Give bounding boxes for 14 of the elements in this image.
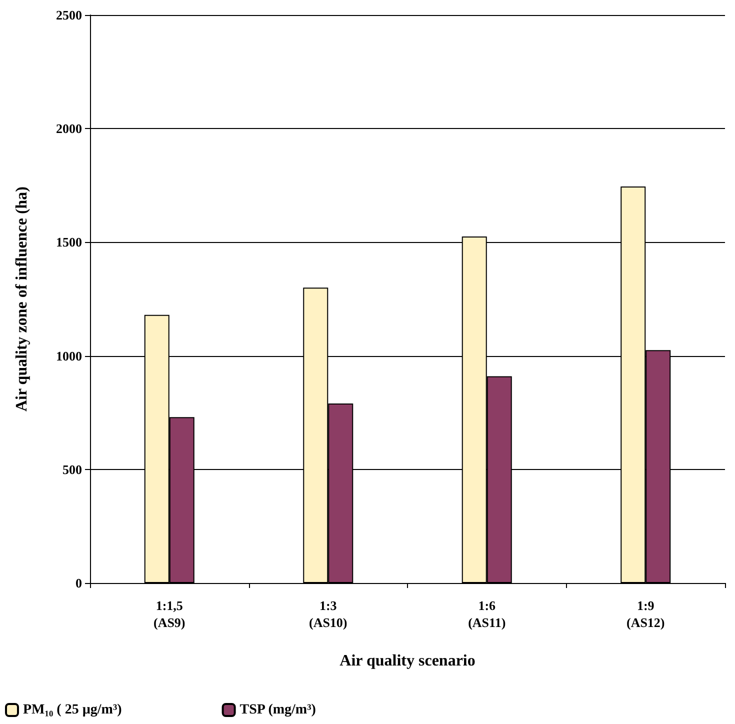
y-axis-title: Air quality zone of influence (ha) — [14, 186, 30, 412]
x-axis-title: Air quality scenario — [340, 652, 476, 670]
x-tick-label: 1:9 (AS12) — [626, 598, 665, 630]
y-tick-label: 2000 — [56, 121, 82, 136]
legend-label: TSP (mg/m³) — [240, 702, 316, 718]
x-tick-label: 1:3 (AS10) — [308, 598, 348, 630]
y-tick-label: 1000 — [56, 348, 82, 364]
y-tick-label: 2500 — [56, 8, 82, 22]
legend-label: PM₁₀ ( 25 µg/m³) — [23, 702, 122, 718]
x-tick-label: 1:6 (AS11) — [468, 598, 506, 630]
y-tick-label: 1500 — [56, 234, 82, 250]
y-tick-label: 500 — [62, 462, 82, 477]
y-tick-label: 0 — [76, 576, 82, 590]
x-tick-label: 1:1,5 (AS9) — [153, 598, 186, 630]
